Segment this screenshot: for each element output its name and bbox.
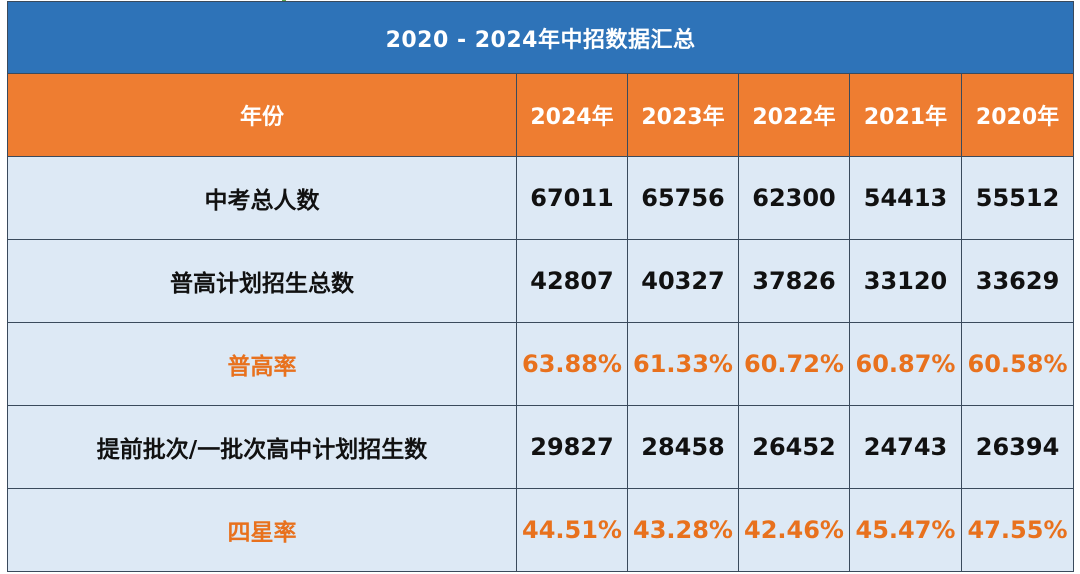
table-cell: 60.72% (738, 322, 850, 406)
table-row: 普高计划招生总数 42807 40327 37826 33120 33629 (7, 239, 1075, 323)
table-cell: 55512 (960, 156, 1075, 240)
table-cell: 62300 (738, 156, 850, 240)
table-cell: 26452 (738, 405, 850, 489)
table-row-highlight: 普高率 63.88% 61.33% 60.72% 60.87% 60.58% (7, 322, 1075, 406)
header-year: 2022年 (738, 73, 850, 157)
table-cell: 60.87% (849, 322, 962, 406)
table-cell: 60.58% (960, 322, 1075, 406)
table-cell: 28458 (627, 405, 739, 489)
row-label: 四星率 (7, 488, 517, 572)
header-row: 年份 2024年 2023年 2022年 2021年 2020年 (7, 73, 1075, 157)
table-cell: 63.88% (516, 322, 628, 406)
table-cell: 26394 (960, 405, 1075, 489)
table-cell: 47.55% (960, 488, 1075, 572)
table-row: 提前批次/一批次高中计划招生数 29827 28458 26452 24743 … (7, 405, 1075, 489)
header-year: 2020年 (960, 73, 1075, 157)
table-cell: 29827 (516, 405, 628, 489)
table-cell: 42.46% (738, 488, 850, 572)
table-cell: 65756 (627, 156, 739, 240)
row-label: 中考总人数 (7, 156, 517, 240)
table-cell: 37826 (738, 239, 850, 323)
table-cell: 42807 (516, 239, 628, 323)
table-cell: 61.33% (627, 322, 739, 406)
table-cell: 44.51% (516, 488, 628, 572)
table-cell: 67011 (516, 156, 628, 240)
row-label: 提前批次/一批次高中计划招生数 (7, 405, 517, 489)
table-title: 2020 - 2024年中招数据汇总 (6, 1, 1075, 74)
table-cell: 45.47% (849, 488, 962, 572)
table-cell: 54413 (849, 156, 962, 240)
title-row: 2020 - 2024年中招数据汇总 (6, 1, 1075, 74)
header-year: 2024年 (516, 73, 628, 157)
row-label: 普高计划招生总数 (7, 239, 517, 323)
table-row-highlight: 四星率 44.51% 43.28% 42.46% 45.47% 47.55% (7, 488, 1075, 572)
table-cell: 24743 (849, 405, 962, 489)
header-year: 2021年 (849, 73, 962, 157)
table-cell: 40327 (627, 239, 739, 323)
table-cell: 33120 (849, 239, 962, 323)
table-cell: 33629 (960, 239, 1075, 323)
summary-table: 2020 - 2024年中招数据汇总 年份 2024年 2023年 2022年 … (6, 1, 1075, 572)
row-label: 普高率 (7, 322, 517, 406)
header-year: 2023年 (627, 73, 739, 157)
table-cell: 43.28% (627, 488, 739, 572)
table-row: 中考总人数 67011 65756 62300 54413 55512 (7, 156, 1075, 240)
header-label: 年份 (7, 73, 517, 157)
